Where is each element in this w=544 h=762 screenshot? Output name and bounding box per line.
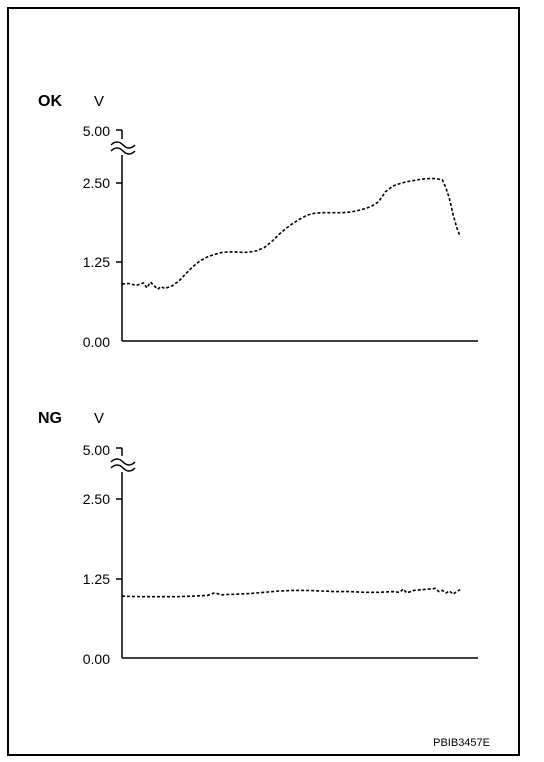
chart-ng-ytick-2.5: 2.50: [83, 491, 110, 507]
figure-frame: [7, 7, 520, 756]
chart-ok-ytick-5: 5.00: [83, 123, 110, 139]
chart-ng-ytick-0: 0.00: [83, 651, 110, 667]
chart-ng-axis-break-mark-upper: [110, 458, 136, 466]
chart-ng-series-line: [121, 587, 461, 598]
chart-ok-series-line: [121, 177, 461, 291]
chart-ok-axis-break-mark-upper: [110, 141, 136, 149]
chart-ng-ytick-5: 5.00: [83, 442, 110, 458]
figure-code: PBIB3457E: [433, 737, 490, 749]
chart-ng-axis-break-gap: [110, 456, 136, 472]
chart-ng-title: NG: [38, 410, 62, 427]
chart-ng-unit-label: V: [94, 410, 104, 427]
chart-ok-ytick-2.5: 2.50: [83, 175, 110, 191]
chart-ng-axis-break-mark-lower: [110, 464, 136, 472]
chart-ok-ytick-1.25: 1.25: [83, 254, 110, 270]
chart-ok-title: OK: [38, 93, 62, 110]
chart-ng-ytick-1.25: 1.25: [83, 571, 110, 587]
chart-ok-axis-break-mark-lower: [110, 147, 136, 155]
chart-ok-unit-label: V: [94, 93, 104, 110]
chart-ok-axis-break-gap: [110, 139, 136, 155]
chart-ok-ytick-0: 0.00: [83, 334, 110, 350]
